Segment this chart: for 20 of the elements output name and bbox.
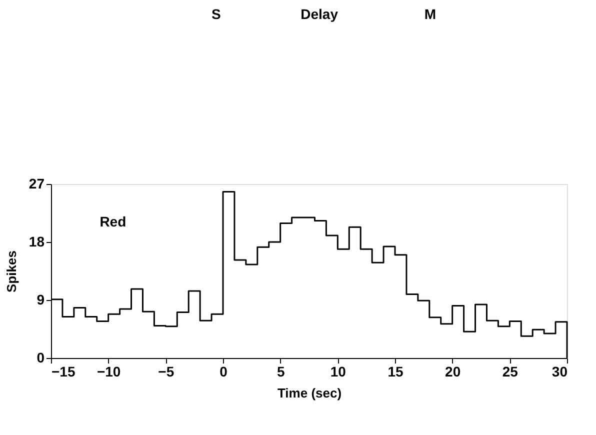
x-tick-label: 5 xyxy=(276,364,285,380)
x-tick-label: 25 xyxy=(502,364,518,380)
x-tick-label: 30 xyxy=(552,364,568,380)
y-tick-label: 18 xyxy=(28,234,45,250)
x-tick-label: 10 xyxy=(330,364,346,380)
x-tick-label: 20 xyxy=(445,364,461,380)
y-tick-label: 9 xyxy=(36,292,45,308)
y-tick-label: 27 xyxy=(28,176,45,192)
x-tick-label: −15 xyxy=(52,364,76,380)
x-tick-label: −10 xyxy=(96,364,121,380)
x-tick-label: 15 xyxy=(388,364,404,380)
text: M xyxy=(424,6,436,22)
annotation: Red xyxy=(100,213,126,230)
y-tick-label: 0 xyxy=(36,350,45,366)
x-tick-label: 0 xyxy=(220,364,228,380)
text: S xyxy=(211,6,221,22)
y-axis-title: Spikes xyxy=(4,250,19,292)
x-tick-label: −5 xyxy=(158,364,174,380)
text: Delay xyxy=(300,6,338,22)
x-axis-title: Time (sec) xyxy=(277,386,342,400)
